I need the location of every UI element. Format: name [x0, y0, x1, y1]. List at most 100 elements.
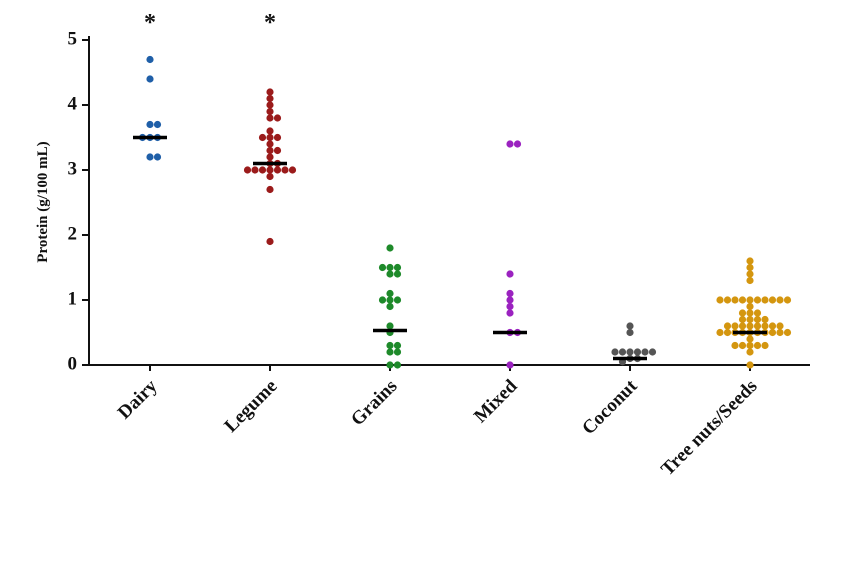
y-tick-label: 4 — [68, 93, 78, 114]
data-point — [746, 335, 754, 343]
data-point — [393, 263, 402, 272]
data-point — [506, 309, 514, 317]
data-point — [146, 153, 154, 161]
data-point — [746, 309, 754, 317]
data-point — [626, 348, 634, 356]
data-point — [386, 296, 394, 304]
data-point — [393, 296, 402, 304]
data-point — [146, 120, 154, 129]
data-point — [746, 257, 754, 265]
data-point — [243, 166, 252, 174]
data-point — [258, 166, 267, 174]
data-point — [746, 315, 754, 324]
data-point — [266, 94, 274, 103]
data-point — [753, 341, 762, 350]
data-point — [288, 166, 297, 174]
data-point — [393, 348, 402, 356]
data-point — [731, 296, 739, 304]
data-point — [266, 107, 274, 116]
data-point — [731, 341, 739, 350]
data-point — [626, 328, 634, 337]
x-tick-label: Tree nuts/Seeds — [657, 376, 761, 480]
data-point — [266, 185, 274, 194]
data-point — [746, 296, 754, 304]
data-point — [746, 348, 754, 356]
data-point — [738, 315, 747, 324]
y-tick-label: 0 — [68, 353, 78, 374]
data-point — [386, 270, 394, 278]
data-point — [273, 146, 282, 155]
x-tick-label: Mixed — [470, 375, 522, 427]
data-point — [506, 270, 514, 278]
data-point — [626, 322, 634, 330]
data-point — [761, 322, 769, 330]
data-point — [266, 114, 274, 122]
data-point — [611, 348, 619, 356]
data-point — [393, 270, 402, 278]
data-point — [146, 55, 154, 64]
x-tick-label: Grains — [347, 376, 401, 430]
data-point — [378, 296, 387, 304]
data-point — [618, 348, 627, 356]
data-point — [723, 296, 732, 304]
data-point — [716, 296, 724, 304]
data-point — [258, 133, 267, 142]
data-point — [506, 302, 514, 311]
data-point — [753, 315, 762, 324]
data-point — [738, 309, 747, 317]
data-point — [783, 328, 792, 337]
data-point — [266, 172, 274, 181]
data-point — [266, 153, 274, 161]
data-point — [641, 348, 649, 356]
data-point — [783, 296, 792, 304]
data-point — [761, 341, 769, 350]
data-point — [386, 244, 394, 252]
annotation: * — [264, 10, 276, 36]
data-point — [506, 296, 514, 304]
data-point — [513, 140, 522, 148]
data-point — [266, 140, 274, 148]
data-point — [386, 341, 394, 350]
data-point — [393, 361, 402, 369]
x-tick-label: Coconut — [578, 375, 642, 439]
data-point — [153, 120, 162, 129]
data-point — [746, 341, 754, 350]
data-point — [746, 276, 754, 285]
data-point — [746, 361, 754, 369]
data-point — [723, 328, 732, 337]
data-point — [648, 348, 657, 356]
data-point — [738, 322, 747, 330]
data-point — [746, 302, 754, 311]
x-tick-label: Legume — [220, 376, 281, 437]
data-point — [386, 322, 394, 330]
data-point — [266, 127, 274, 135]
data-point — [251, 166, 259, 174]
data-point — [723, 322, 732, 330]
data-point — [746, 270, 754, 278]
data-point — [753, 322, 762, 330]
data-point — [506, 289, 514, 298]
y-tick-label: 1 — [68, 288, 78, 309]
data-point — [378, 263, 387, 272]
data-point — [153, 153, 162, 161]
data-point — [273, 166, 282, 174]
data-point — [776, 296, 784, 304]
data-point — [768, 296, 777, 304]
data-point — [386, 289, 394, 298]
data-point — [266, 146, 274, 155]
data-point — [633, 348, 642, 356]
y-axis-label: Protein (g/100 mL) — [35, 141, 51, 262]
data-point — [386, 302, 394, 311]
data-point — [266, 88, 274, 96]
data-point — [273, 133, 282, 142]
data-point — [776, 328, 784, 337]
data-point — [746, 322, 754, 330]
y-tick-label: 2 — [68, 223, 78, 244]
data-point — [761, 296, 769, 304]
data-point — [716, 328, 724, 337]
data-point — [738, 341, 747, 350]
data-point — [266, 133, 274, 142]
data-point — [776, 322, 784, 330]
data-point — [266, 237, 274, 246]
